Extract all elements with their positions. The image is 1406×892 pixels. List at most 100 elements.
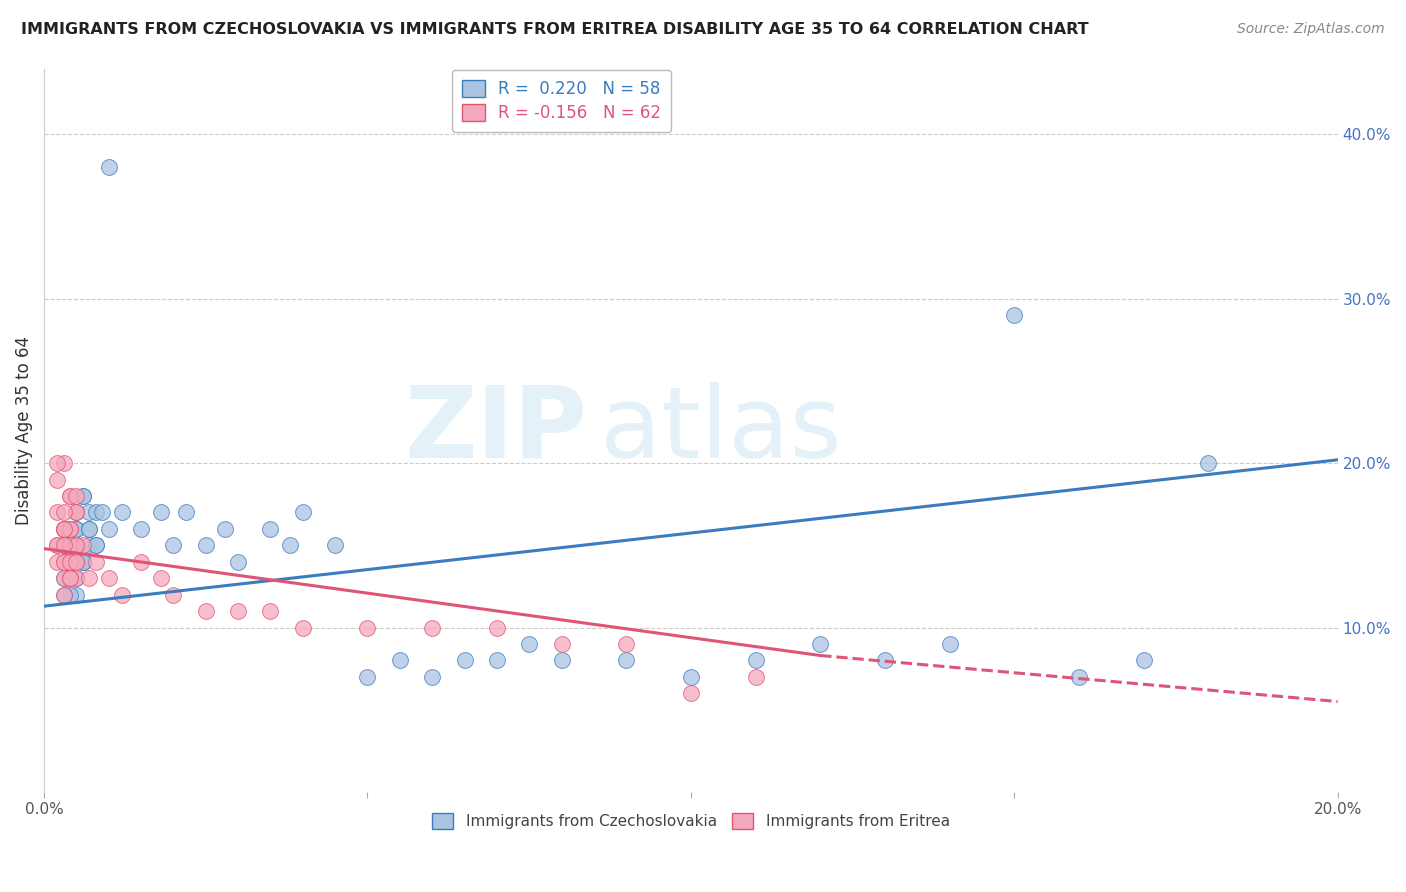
Point (59, 555, 82, 569)
Point (79, 522, 101, 536)
Point (873, 653, 896, 667)
Point (214, 522, 236, 536)
Point (744, 653, 766, 667)
Legend: Immigrants from Czechoslovakia, Immigrants from Eritrea: Immigrants from Czechoslovakia, Immigran… (426, 806, 956, 835)
Point (162, 538, 184, 552)
Point (52, 588, 75, 602)
Point (59, 571, 82, 585)
Point (84, 555, 107, 569)
Point (65, 505, 87, 519)
Point (149, 571, 172, 585)
Point (162, 588, 184, 602)
Point (938, 637, 960, 651)
Point (52, 538, 75, 552)
Point (46, 538, 69, 552)
Point (59, 538, 82, 552)
Point (614, 637, 637, 651)
Point (46, 473, 69, 487)
Point (420, 621, 443, 635)
Point (65, 538, 87, 552)
Point (52, 522, 75, 536)
Point (46, 505, 69, 519)
Point (52, 522, 75, 536)
Point (65, 505, 87, 519)
Point (129, 522, 152, 536)
Point (52, 588, 75, 602)
Point (550, 653, 572, 667)
Point (52, 456, 75, 470)
Point (1002, 308, 1025, 322)
Point (79, 522, 101, 536)
Point (65, 555, 87, 569)
Point (65, 588, 87, 602)
Point (59, 555, 82, 569)
Point (52, 571, 75, 585)
Point (72, 555, 94, 569)
Point (614, 653, 637, 667)
Point (111, 505, 134, 519)
Point (65, 571, 87, 585)
Point (52, 571, 75, 585)
Point (65, 505, 87, 519)
Point (59, 571, 82, 585)
Point (59, 555, 82, 569)
Point (517, 637, 540, 651)
Point (129, 555, 152, 569)
Point (84, 538, 107, 552)
Text: atlas: atlas (600, 382, 842, 479)
Point (91, 505, 114, 519)
Point (52, 522, 75, 536)
Point (52, 555, 75, 569)
Point (59, 522, 82, 536)
Point (226, 604, 249, 618)
Point (52, 505, 75, 519)
Point (356, 670, 378, 684)
Point (485, 653, 508, 667)
Point (176, 505, 198, 519)
Point (59, 489, 82, 503)
Point (52, 555, 75, 569)
Point (291, 505, 314, 519)
Point (1132, 653, 1154, 667)
Point (278, 538, 301, 552)
Point (149, 505, 172, 519)
Point (84, 538, 107, 552)
Point (679, 686, 702, 700)
Point (194, 604, 217, 618)
Point (65, 522, 87, 536)
Point (65, 538, 87, 552)
Text: Source: ZipAtlas.com: Source: ZipAtlas.com (1237, 22, 1385, 37)
Point (65, 571, 87, 585)
Point (46, 555, 69, 569)
Point (59, 538, 82, 552)
Point (485, 621, 508, 635)
Point (291, 621, 314, 635)
Point (52, 555, 75, 569)
Point (550, 637, 572, 651)
Point (72, 489, 94, 503)
Point (72, 555, 94, 569)
Point (111, 588, 134, 602)
Text: IMMIGRANTS FROM CZECHOSLOVAKIA VS IMMIGRANTS FROM ERITREA DISABILITY AGE 35 TO 6: IMMIGRANTS FROM CZECHOSLOVAKIA VS IMMIGR… (21, 22, 1088, 37)
Point (59, 522, 82, 536)
Point (59, 588, 82, 602)
Point (72, 538, 94, 552)
Point (52, 538, 75, 552)
Point (226, 555, 249, 569)
Point (59, 571, 82, 585)
Point (84, 505, 107, 519)
Point (59, 522, 82, 536)
Point (356, 621, 378, 635)
Point (79, 571, 101, 585)
Point (65, 489, 87, 503)
Text: ZIP: ZIP (405, 382, 588, 479)
Point (79, 505, 101, 519)
Point (72, 489, 94, 503)
Point (1197, 456, 1219, 470)
Point (46, 456, 69, 470)
Point (1067, 670, 1090, 684)
Point (453, 653, 475, 667)
Point (65, 538, 87, 552)
Point (744, 670, 766, 684)
Point (59, 555, 82, 569)
